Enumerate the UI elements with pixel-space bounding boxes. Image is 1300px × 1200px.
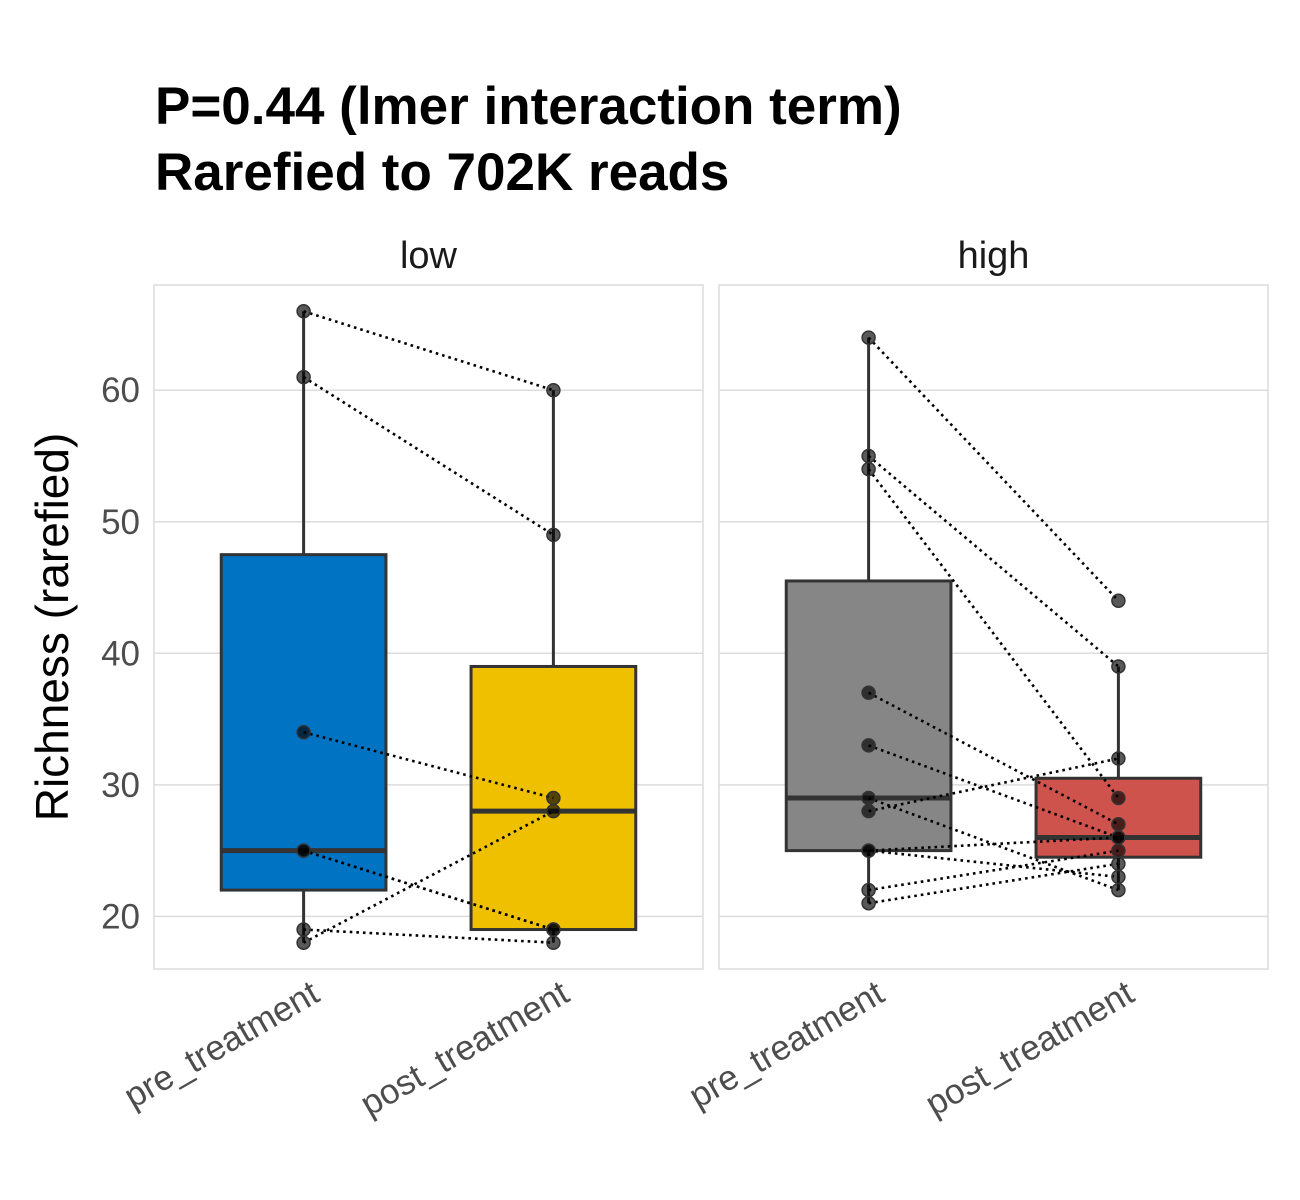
panel-border bbox=[718, 284, 1269, 970]
paired-line bbox=[868, 744, 1119, 839]
paired-line bbox=[302, 810, 555, 944]
y-tick-label: 30 bbox=[101, 766, 140, 805]
y-tick-label: 20 bbox=[101, 897, 140, 936]
data-point-pre bbox=[296, 304, 311, 319]
data-point-post bbox=[1111, 751, 1126, 766]
paired-line bbox=[867, 691, 1120, 826]
panel-border bbox=[153, 284, 704, 970]
chart-title-line-2: Rarefied to 702K reads bbox=[155, 143, 729, 202]
data-point-pre bbox=[861, 448, 876, 464]
data-point-post bbox=[1111, 856, 1126, 872]
data-point-pre bbox=[296, 843, 311, 858]
x-tick-label: pre_treatment bbox=[682, 973, 890, 1116]
paired-line bbox=[303, 310, 554, 392]
paired-line bbox=[868, 849, 1119, 892]
box-pre_treatment bbox=[219, 553, 388, 892]
paired-line bbox=[302, 375, 555, 537]
data-point-post bbox=[546, 803, 561, 819]
x-tick-label: pre_treatment bbox=[117, 973, 325, 1116]
facet-strip-label: low bbox=[400, 235, 458, 277]
data-point-post bbox=[1111, 882, 1126, 898]
facet-strip-label: high bbox=[958, 235, 1030, 277]
data-point-pre bbox=[861, 895, 876, 911]
data-point-post bbox=[1111, 869, 1126, 885]
data-point-pre bbox=[861, 738, 876, 753]
data-point-pre bbox=[861, 803, 876, 819]
data-point-post bbox=[1111, 593, 1126, 608]
x-tick-label: post_treatment bbox=[919, 973, 1141, 1124]
paired-line bbox=[867, 468, 1120, 799]
paired-line bbox=[868, 849, 1119, 879]
y-axis-ticks: 20 30 40 50 60 bbox=[101, 371, 140, 936]
chart-title-line-1: P=0.44 (lmer interaction term) bbox=[155, 77, 902, 136]
data-point-post bbox=[1111, 830, 1126, 845]
data-point-pre bbox=[296, 724, 311, 740]
data-point-pre bbox=[861, 843, 876, 858]
data-point-post bbox=[1111, 817, 1126, 832]
data-point-pre bbox=[861, 685, 876, 701]
data-point-pre bbox=[861, 330, 876, 345]
y-tick-label: 50 bbox=[101, 503, 140, 542]
data-point-pre bbox=[861, 461, 876, 477]
paired-line bbox=[868, 757, 1119, 813]
data-point-pre bbox=[296, 935, 311, 950]
facet-panel-low: low pre_treatment post_treatment bbox=[117, 235, 704, 1124]
data-point-post bbox=[546, 790, 561, 806]
paired-line bbox=[867, 336, 1120, 602]
data-point-post bbox=[1111, 843, 1126, 858]
paired-line bbox=[303, 928, 554, 944]
x-tick-label: post_treatment bbox=[354, 973, 576, 1124]
data-point-pre bbox=[861, 790, 876, 806]
y-tick-label: 40 bbox=[101, 634, 140, 673]
data-point-post bbox=[1111, 659, 1126, 674]
data-point-pre bbox=[861, 882, 876, 898]
data-point-pre bbox=[296, 369, 311, 385]
paired-line bbox=[868, 836, 1119, 852]
data-point-post bbox=[546, 922, 561, 937]
data-point-post bbox=[546, 935, 561, 950]
data-point-post bbox=[546, 382, 561, 398]
data-point-pre bbox=[296, 922, 311, 937]
paired-line bbox=[867, 455, 1120, 668]
data-point-post bbox=[546, 527, 561, 543]
paired-line bbox=[303, 849, 554, 931]
y-tick-label: 60 bbox=[101, 371, 140, 410]
data-point-post bbox=[1111, 790, 1126, 806]
paired-line bbox=[868, 796, 1119, 892]
facet-panel-high: high pre_treatment post_treatment bbox=[682, 235, 1269, 1124]
paired-line bbox=[868, 862, 1119, 905]
y-axis-label: Richness (rarefied) bbox=[26, 433, 78, 822]
